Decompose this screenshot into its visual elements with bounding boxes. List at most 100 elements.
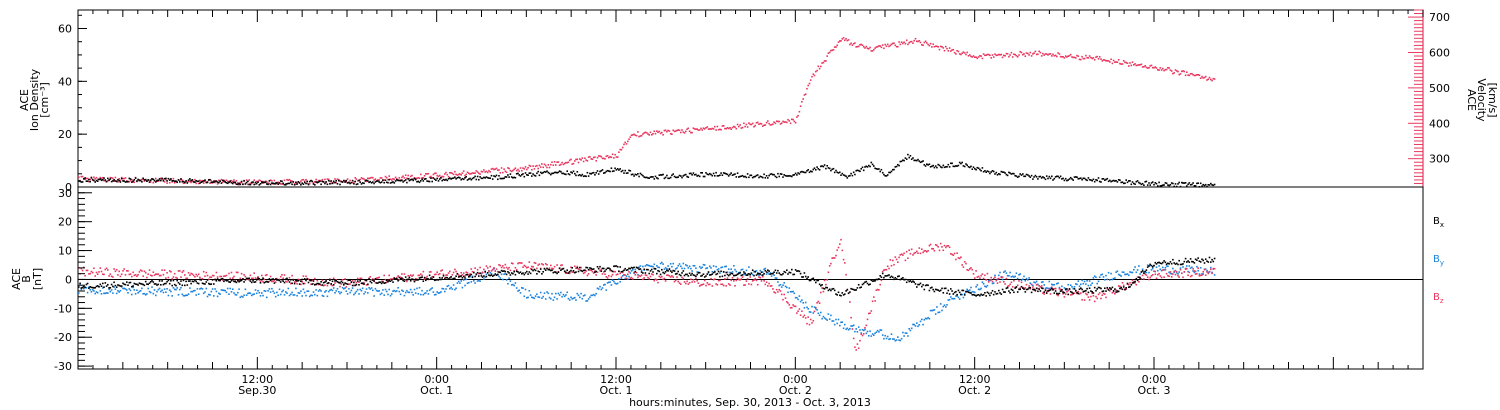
velocity-point — [745, 123, 748, 126]
By-point — [811, 305, 813, 308]
By-point — [279, 293, 282, 296]
velocity-point — [619, 148, 621, 151]
Bx-point — [444, 278, 446, 280]
By-point — [605, 289, 608, 291]
velocity-point — [285, 182, 287, 185]
Bx-point — [431, 278, 433, 280]
density-point — [142, 177, 144, 180]
density-point — [683, 174, 686, 176]
Bx-point — [809, 279, 812, 282]
Bx-point — [577, 270, 580, 273]
Bx-point — [490, 274, 493, 276]
By-point — [799, 300, 802, 303]
By-point — [1047, 287, 1049, 290]
Bz-point — [947, 245, 950, 247]
velocity-point — [584, 157, 586, 159]
Bx-point — [233, 280, 235, 283]
Bz-point — [300, 283, 302, 286]
density-point — [1211, 184, 1213, 186]
velocity-point — [793, 120, 796, 123]
density-point — [815, 169, 817, 171]
By-point — [514, 282, 517, 284]
Bx-point — [594, 271, 596, 273]
density-point — [1140, 183, 1143, 186]
density-point — [189, 178, 191, 180]
velocity-point — [189, 180, 191, 183]
Bx-point — [206, 279, 209, 281]
density-point — [253, 183, 255, 186]
Bx-point — [105, 285, 108, 287]
Bx-point — [247, 277, 249, 280]
velocity-point — [865, 45, 868, 48]
Bz-point — [414, 277, 417, 280]
density-point — [186, 182, 189, 184]
Bx-point — [1212, 260, 1215, 263]
Bz-point — [842, 258, 845, 261]
Bz-point — [455, 270, 457, 273]
density-point — [808, 171, 811, 174]
By-point — [1164, 267, 1167, 269]
Bz-point — [565, 272, 567, 274]
By-point — [238, 288, 240, 290]
By-point — [567, 297, 570, 300]
Bx-point — [883, 276, 885, 279]
density-point — [510, 176, 513, 178]
Bz-point — [956, 252, 958, 254]
Bx-point — [550, 269, 552, 272]
Bx-point — [727, 274, 730, 277]
By-point — [903, 335, 905, 337]
velocity-point — [197, 182, 200, 185]
Bx-point — [1009, 292, 1011, 294]
By-point — [420, 293, 422, 296]
By-point — [815, 307, 817, 310]
density-point — [423, 178, 426, 180]
By-point — [1063, 287, 1066, 289]
Bz-point — [131, 275, 133, 278]
velocity-point — [1111, 62, 1114, 65]
Bz-point — [711, 285, 714, 287]
density-point — [1092, 178, 1095, 181]
By-point — [967, 289, 970, 292]
By-point — [473, 280, 475, 282]
velocity-point — [931, 46, 933, 48]
By-point — [94, 292, 96, 295]
Bz-point — [995, 279, 998, 282]
Bx-point — [479, 272, 481, 274]
Bx-point — [570, 269, 572, 272]
By-point — [406, 289, 408, 292]
Bz-point — [95, 271, 98, 274]
By-point — [956, 295, 958, 297]
Bx-point — [161, 280, 163, 282]
density-point — [298, 182, 301, 184]
By-point — [182, 294, 185, 297]
Bz-point — [972, 273, 975, 275]
By-point — [147, 287, 149, 290]
density-point — [473, 176, 475, 179]
velocity-point — [750, 123, 753, 126]
velocity-point — [283, 179, 286, 182]
Bx-point — [1151, 266, 1154, 268]
Bx-point — [855, 289, 857, 291]
Bx-point — [898, 275, 900, 277]
density-point — [417, 180, 420, 183]
Bx-point — [609, 268, 611, 270]
density-point — [865, 165, 868, 168]
velocity-point — [481, 171, 484, 173]
Bx-point — [430, 277, 432, 279]
Bz-point — [489, 265, 491, 268]
density-point — [942, 164, 945, 167]
Bx-point — [1154, 261, 1157, 264]
Bz-point — [322, 284, 325, 287]
By-point — [884, 334, 886, 337]
density-point — [608, 170, 610, 172]
Bx-point — [1163, 260, 1165, 262]
Bz-point — [685, 282, 687, 285]
velocity-point — [509, 169, 512, 172]
Bx-point — [218, 279, 220, 282]
By-point — [783, 282, 785, 284]
By-point — [252, 293, 254, 296]
By-point — [1045, 287, 1048, 289]
Bx-point — [585, 266, 587, 269]
velocity-point — [230, 179, 233, 182]
Bx-point — [1043, 291, 1045, 293]
